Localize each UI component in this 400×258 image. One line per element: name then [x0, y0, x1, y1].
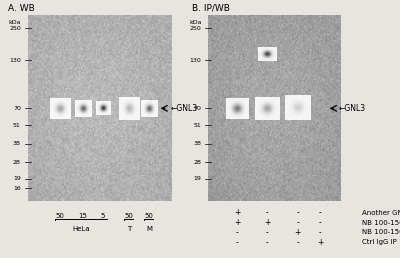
Text: 70: 70 — [194, 106, 202, 111]
Text: NB 100-1568 IP: NB 100-1568 IP — [362, 220, 400, 226]
Text: B. IP/WB: B. IP/WB — [192, 4, 230, 13]
Text: 51: 51 — [13, 123, 21, 127]
Text: 5: 5 — [101, 213, 105, 219]
Text: -: - — [296, 238, 299, 247]
Text: -: - — [266, 238, 269, 247]
Text: +: + — [294, 228, 301, 237]
Text: NB 100-1569 IP: NB 100-1569 IP — [362, 229, 400, 236]
Text: 19: 19 — [13, 176, 21, 181]
Text: +: + — [234, 218, 240, 227]
Text: 15: 15 — [78, 213, 87, 219]
Text: 130: 130 — [9, 58, 21, 62]
Text: 16: 16 — [13, 186, 21, 191]
Text: HeLa: HeLa — [72, 226, 90, 232]
Text: -: - — [236, 238, 238, 247]
Text: +: + — [317, 238, 323, 247]
Text: 250: 250 — [9, 26, 21, 31]
Text: 28: 28 — [194, 160, 202, 165]
Text: +: + — [264, 218, 270, 227]
Text: -: - — [319, 218, 322, 227]
Text: 28: 28 — [13, 160, 21, 165]
Text: -: - — [319, 208, 322, 217]
Text: 250: 250 — [190, 26, 202, 31]
Text: -: - — [266, 208, 269, 217]
Text: A. WB: A. WB — [8, 4, 35, 13]
Text: ←GNL3: ←GNL3 — [170, 104, 198, 113]
Text: kDa: kDa — [189, 20, 202, 25]
Text: M: M — [146, 226, 152, 232]
Text: +: + — [234, 208, 240, 217]
Text: -: - — [296, 208, 299, 217]
Text: 50: 50 — [124, 213, 133, 219]
Text: -: - — [236, 228, 238, 237]
Text: Ctrl IgG IP: Ctrl IgG IP — [362, 239, 397, 245]
Text: kDa: kDa — [8, 20, 21, 25]
Text: 70: 70 — [13, 106, 21, 111]
Text: 38: 38 — [13, 141, 21, 146]
Text: Another GNL3 Ab: Another GNL3 Ab — [362, 210, 400, 216]
Text: 38: 38 — [194, 141, 202, 146]
Text: ←GNL3: ←GNL3 — [339, 104, 366, 113]
Text: 50: 50 — [55, 213, 64, 219]
Text: 51: 51 — [194, 123, 202, 127]
Text: 19: 19 — [194, 176, 202, 181]
Text: -: - — [319, 228, 322, 237]
Text: -: - — [266, 228, 269, 237]
Text: T: T — [127, 226, 131, 232]
Text: 50: 50 — [144, 213, 153, 219]
Text: 130: 130 — [190, 58, 202, 62]
Text: -: - — [296, 218, 299, 227]
